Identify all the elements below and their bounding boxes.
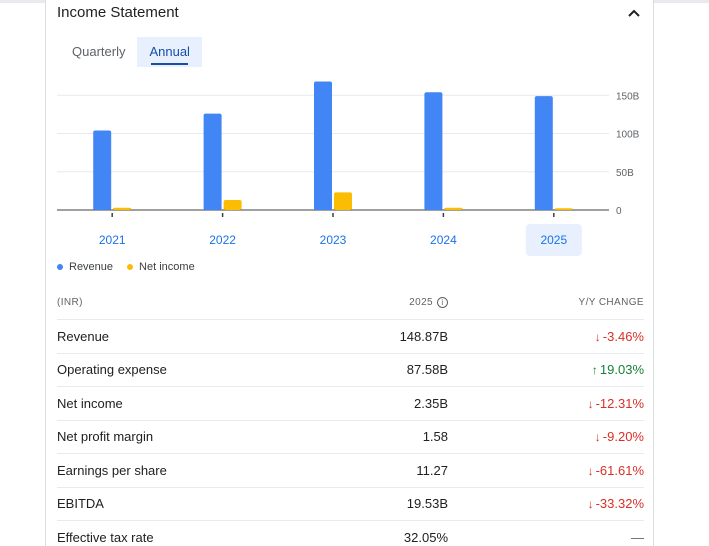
- table-row: Effective tax rate 32.05% —: [57, 521, 644, 546]
- row-change-value: -61.61%: [595, 462, 644, 478]
- table-body: Revenue 148.87B ↓ -3.46% Operating expense 87…: [57, 320, 644, 546]
- table-row: Net profit margin 1.58 ↓ -9.20%: [57, 421, 644, 454]
- section-title: Income Statement: [57, 4, 179, 21]
- header-year-label: 2025: [409, 297, 433, 308]
- header-change: Y/Y CHANGE: [578, 297, 644, 308]
- row-value: 11.27: [416, 462, 448, 478]
- arrow-down-icon: ↓: [594, 329, 601, 344]
- net-income-legend-dot: [127, 264, 134, 270]
- x-tick-label: 2021: [99, 233, 126, 247]
- arrow-down-icon: ↓: [594, 430, 601, 445]
- x-tick-label: 2023: [320, 233, 347, 247]
- row-change-value: -3.46%: [602, 328, 644, 344]
- row-change: ↓ -61.61%: [448, 463, 644, 478]
- row-change: ↓ -33.32%: [448, 496, 644, 511]
- table-row: EBITDA 19.53B ↓ -33.32%: [57, 488, 644, 521]
- row-change: ↓ -9.20%: [448, 429, 644, 444]
- row-value: 2.35B: [414, 395, 448, 411]
- row-change-value: -9.20%: [602, 429, 644, 445]
- row-change: —: [448, 530, 644, 545]
- row-change-value: 19.03%: [599, 362, 644, 378]
- header-unit: (INR): [57, 297, 83, 308]
- revenue-net-income-chart: 0 50B 100B 150B 2021 2022 2023 2024 2025: [57, 81, 640, 256]
- legend-label-net-income: Net income: [139, 261, 195, 273]
- y-tick-label: 150B: [616, 91, 640, 102]
- chevron-up-icon: [628, 9, 640, 17]
- row-change-value: —: [631, 529, 644, 545]
- financials-table: (INR) 2025 i Y/Y CHANGE Revenue 148.87B ↓ -…: [57, 286, 644, 546]
- table-header: (INR) 2025 i Y/Y CHANGE: [57, 286, 644, 320]
- y-tick-label: 0: [616, 206, 622, 217]
- row-value: 148.87B: [399, 328, 448, 344]
- tab-quarterly[interactable]: Quarterly: [72, 44, 126, 59]
- revenue-bar: [424, 92, 443, 210]
- row-change: ↓ -3.46%: [448, 329, 644, 344]
- legend-item-revenue: Revenue: [57, 261, 113, 273]
- arrow-up-icon: ↑: [591, 363, 598, 378]
- arrow-down-icon: ↓: [587, 396, 594, 411]
- row-value: 1.58: [422, 429, 448, 445]
- table-row: Revenue 148.87B ↓ -3.46%: [57, 320, 644, 354]
- net-income-bar: [223, 200, 242, 210]
- revenue-bar: [93, 130, 112, 210]
- selected-year-highlight: [525, 224, 582, 256]
- x-tick-label: 2024: [430, 233, 457, 247]
- row-change: ↑ 19.03%: [448, 362, 644, 377]
- x-tick-label: 2022: [209, 233, 236, 247]
- legend-label-revenue: Revenue: [69, 261, 114, 273]
- period-tabs: Quarterly Annual: [60, 37, 202, 67]
- row-change-value: -12.31%: [595, 395, 644, 411]
- revenue-bar: [314, 81, 332, 210]
- arrow-down-icon: ↓: [587, 463, 594, 478]
- row-label: Operating expense: [57, 362, 167, 378]
- row-change: ↓ -12.31%: [448, 396, 644, 411]
- row-value: 19.53B: [406, 496, 448, 512]
- revenue-legend-dot: [57, 264, 63, 270]
- row-label: Effective tax rate: [57, 529, 154, 545]
- y-tick-label: 50B: [616, 168, 634, 179]
- net-income-bar: [554, 208, 573, 210]
- header-year: 2025 i: [337, 297, 448, 308]
- row-label: Revenue: [57, 328, 110, 344]
- revenue-bar: [534, 96, 553, 210]
- collapse-button[interactable]: [624, 4, 644, 22]
- row-value: 87.58B: [406, 362, 448, 378]
- revenue-bar: [203, 113, 222, 210]
- tab-annual[interactable]: Annual: [137, 37, 202, 67]
- chart-legend: Revenue Net income: [57, 261, 195, 273]
- row-label: EBITDA: [57, 496, 104, 512]
- income-statement-card: Income Statement Quarterly Annual 0 50B 10…: [45, 0, 654, 546]
- table-row: Earnings per share 11.27 ↓ -61.61%: [57, 454, 644, 488]
- info-icon[interactable]: i: [437, 297, 448, 308]
- y-tick-label: 100B: [616, 130, 640, 141]
- net-income-bar: [334, 192, 352, 210]
- row-label: Net income: [57, 395, 123, 411]
- row-label: Net profit margin: [57, 429, 154, 445]
- arrow-down-icon: ↓: [587, 497, 594, 512]
- row-value: 32.05%: [403, 529, 448, 545]
- x-tick-label: 2025: [540, 233, 567, 247]
- table-row: Net income 2.35B ↓ -12.31%: [57, 387, 644, 421]
- row-label: Earnings per share: [57, 462, 167, 478]
- net-income-bar: [113, 207, 132, 210]
- row-change-value: -33.32%: [595, 496, 644, 512]
- net-income-bar: [444, 207, 463, 210]
- legend-item-net-income: Net income: [127, 261, 195, 273]
- table-row: Operating expense 87.58B ↑ 19.03%: [57, 354, 644, 387]
